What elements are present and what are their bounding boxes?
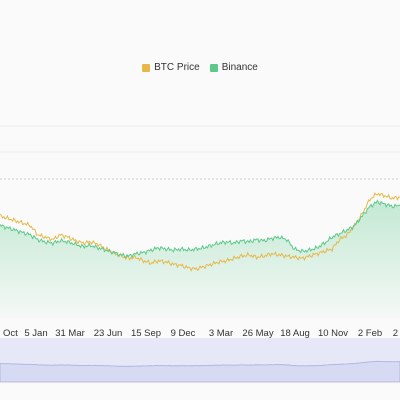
grid-lines [0, 125, 400, 180]
x-tick-label: 5 Jan [24, 328, 47, 339]
x-tick-label: 2 Feb [358, 328, 382, 339]
x-tick-label: 26 May [242, 328, 273, 339]
x-tick-label: 23 Jun [94, 328, 123, 339]
legend-label-binance: Binance [221, 62, 258, 73]
range-navigator[interactable] [0, 338, 400, 383]
legend-swatch-btc-price [142, 63, 151, 72]
series-line-btc-price [0, 192, 400, 272]
series-area-binance [0, 200, 400, 318]
series-line-binance [0, 199, 400, 259]
x-tick-label: Oct [3, 328, 18, 339]
legend-item-btc-price[interactable]: BTC Price [142, 62, 200, 73]
x-tick-label: 15 Sep [131, 328, 161, 339]
legend-item-binance[interactable]: Binance [209, 62, 258, 73]
x-axis-ticks: Oct 5 Jan 31 Mar 23 Jun 15 Sep 9 Dec 3 Mar 26 M… [3, 328, 398, 339]
legend: BTC Price Binance [0, 62, 400, 73]
x-tick-label: 2 [393, 328, 398, 339]
navigator-series-line [0, 360, 400, 383]
x-tick-label: 9 Dec [171, 328, 196, 339]
x-tick-label: 3 Mar [209, 328, 233, 339]
x-tick-label: 31 Mar [55, 328, 85, 339]
x-tick-label: 10 Nov [318, 328, 348, 339]
legend-label-btc-price: BTC Price [154, 62, 200, 73]
x-tick-label: 18 Aug [280, 328, 310, 339]
legend-swatch-binance [209, 63, 218, 72]
